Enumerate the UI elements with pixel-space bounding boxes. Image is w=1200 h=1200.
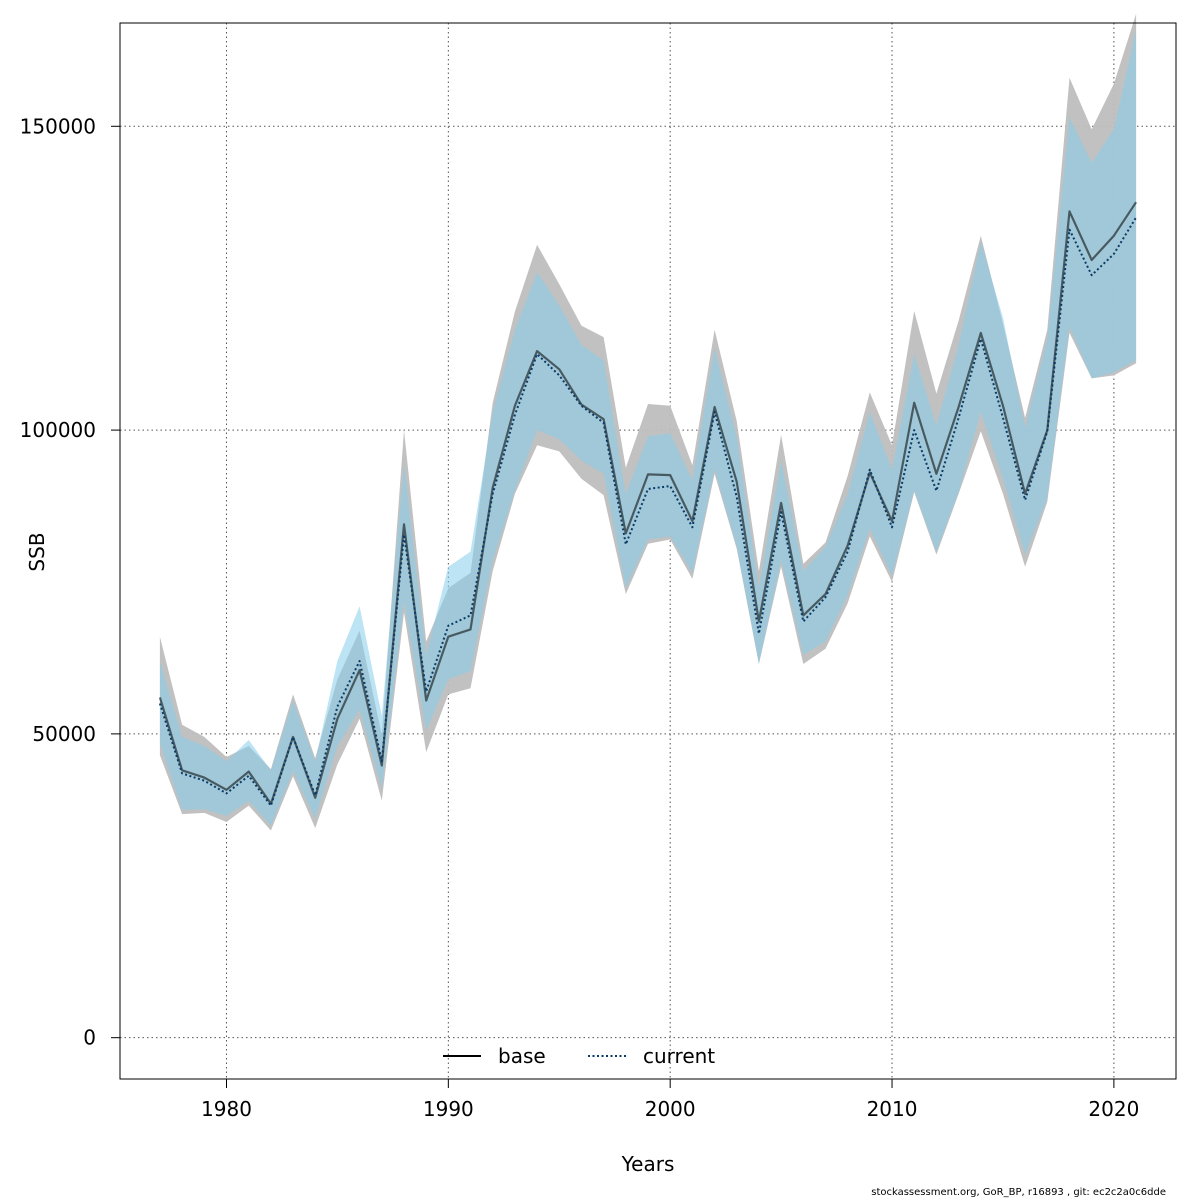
x-tick-label: 1980: [201, 1097, 252, 1121]
x-tick-label: 2020: [1088, 1097, 1139, 1121]
base-series-line: [158, 201, 1138, 805]
x-tick-label: 1990: [423, 1097, 474, 1121]
y-tick-label: 150000: [20, 114, 96, 138]
current-series-line: [158, 216, 1137, 807]
grid: [120, 23, 1176, 1079]
x-axis-title: Years: [621, 1152, 675, 1176]
plot-frame: [119, 22, 1177, 1080]
confidence-bands: [159, 13, 1137, 831]
y-tick-label: 100000: [20, 418, 96, 442]
x-tick-label: 2000: [645, 1097, 696, 1121]
legend-label-base: base: [498, 1044, 546, 1068]
y-tick-label: 50000: [32, 722, 96, 746]
base-confidence-band: [159, 13, 1137, 831]
current-confidence-band: [159, 29, 1137, 826]
legend: base current: [443, 1044, 715, 1068]
legend-label-current: current: [643, 1044, 715, 1068]
series-lines: [158, 201, 1138, 807]
y-axis-title: SSB: [25, 532, 49, 571]
footer-credit: stockassessment.org, GoR_BP, r16893 , gi…: [871, 1187, 1166, 1198]
axes: 1980 1990 2000 2010 2020 0 50000 100000 150000: [20, 114, 1140, 1121]
x-tick-label: 2010: [867, 1097, 918, 1121]
y-tick-label: 0: [83, 1026, 96, 1050]
